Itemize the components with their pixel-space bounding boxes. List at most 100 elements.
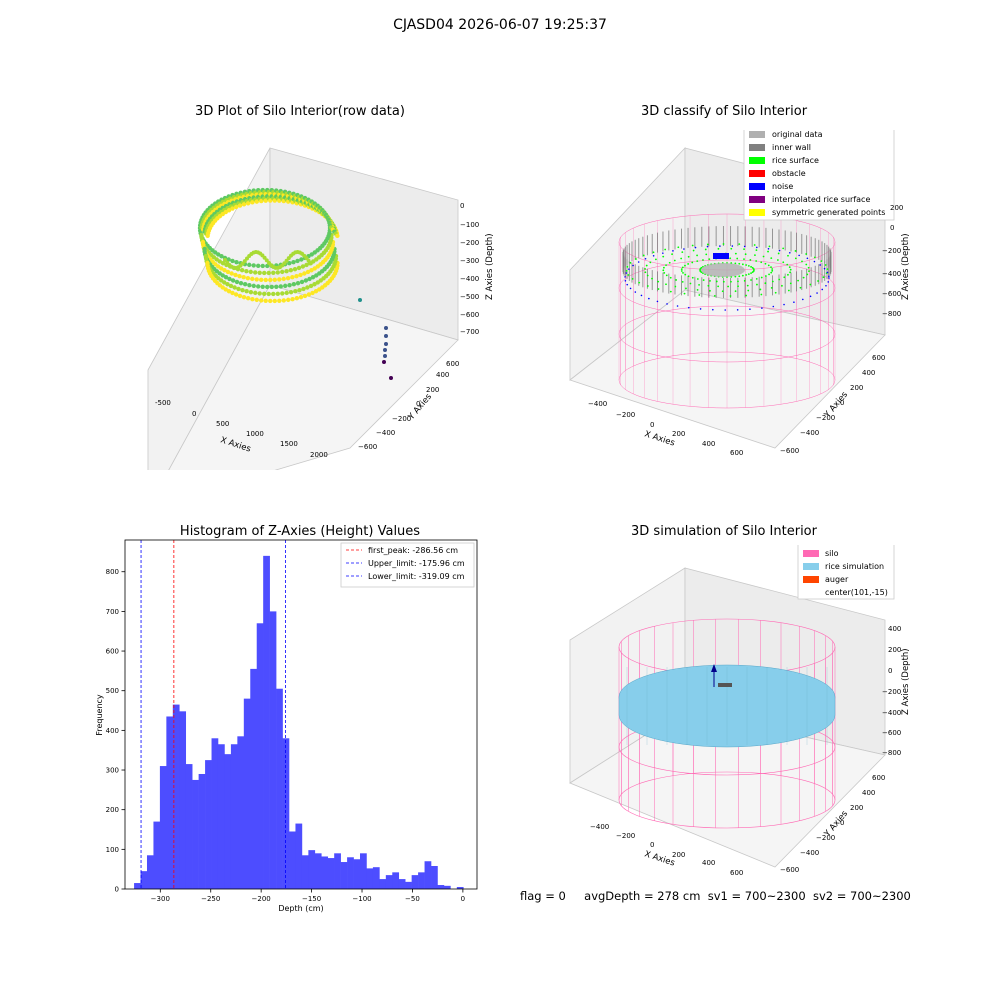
plot4-x-tick: 600	[730, 869, 743, 877]
legend-entry: original data	[772, 130, 823, 139]
raw-point	[233, 272, 238, 278]
rice-surface-point	[644, 267, 646, 270]
plot1-y-tick: −400	[376, 429, 395, 437]
plot2-z-tick: −600	[882, 290, 901, 298]
rice-surface-point	[820, 260, 823, 262]
noise-point	[656, 300, 659, 303]
raw-point	[312, 266, 317, 271]
rice-surface-point	[807, 266, 810, 269]
histogram-bar	[237, 736, 245, 889]
raw-point	[222, 268, 227, 273]
rice-surface-point	[771, 269, 774, 272]
rice-surface-point	[717, 285, 720, 288]
plot4-legend: silo rice simulation auger center(101,-15)	[797, 545, 895, 600]
raw-point	[241, 294, 247, 300]
raw-point	[253, 270, 258, 275]
rice-surface-point	[750, 265, 752, 268]
rice-surface-point	[696, 260, 699, 263]
histogram-bar	[405, 881, 412, 889]
histogram-bar	[353, 859, 361, 889]
rice-surface-point	[705, 253, 708, 256]
plot1-y-label: Y Axies	[406, 392, 434, 423]
rice-surface-point	[644, 271, 647, 274]
rice-surface-point	[755, 249, 758, 252]
y-tick-label: 800	[106, 568, 119, 576]
noise-point	[736, 309, 739, 311]
noise-point	[772, 305, 775, 308]
rice-surface-point	[677, 246, 680, 249]
noise-point	[756, 246, 758, 249]
histogram-bar	[392, 872, 400, 889]
rice-surface-point	[657, 280, 660, 283]
rice-surface-point	[826, 268, 829, 270]
raw-point	[301, 286, 306, 292]
rice-surface-point	[774, 291, 777, 294]
rice-surface-point	[745, 274, 747, 276]
outlier-point	[383, 348, 387, 352]
plot4-z-tick: −400	[882, 709, 901, 717]
rice-surface-point	[730, 280, 732, 283]
raw-point	[284, 258, 289, 263]
raw-point	[278, 284, 283, 289]
raw-point	[298, 272, 303, 278]
noise-point	[625, 272, 628, 274]
plot2-y-tick: 200	[850, 384, 863, 392]
raw-point	[226, 289, 232, 294]
raw-point	[307, 276, 312, 282]
plot4-y-tick: 400	[862, 789, 875, 797]
rice-surface-point	[635, 258, 637, 260]
plot1-z-tick: −100	[460, 221, 479, 229]
rice-surface-point	[771, 280, 774, 283]
y-tick-label: 300	[106, 767, 119, 775]
raw-point	[226, 208, 232, 213]
histogram-bar	[211, 738, 219, 889]
rice-surface-point	[669, 276, 672, 279]
histogram-bar	[192, 779, 199, 889]
histogram-bar	[243, 698, 251, 889]
plot2-y-tick: −600	[780, 447, 799, 455]
figure-title: CJASD04 2026-06-07 19:25:37	[393, 17, 607, 33]
auger-shape	[718, 683, 732, 687]
raw-point	[302, 271, 307, 276]
raw-point	[248, 289, 254, 295]
raw-point	[285, 275, 291, 281]
raw-point	[294, 273, 299, 279]
noise-point	[823, 267, 826, 270]
noise-point	[676, 305, 679, 307]
raw-point	[284, 268, 289, 274]
raw-point	[303, 278, 309, 283]
raw-point	[309, 268, 314, 273]
histogram-bar	[250, 668, 258, 889]
rice-surface-point	[709, 280, 711, 282]
rice-surface-point	[787, 273, 789, 276]
histogram-reference-lines	[140, 540, 286, 889]
histogram-bar	[134, 883, 141, 889]
histogram-bar	[217, 744, 225, 889]
plot1-z-label: Z Axies (Depth)	[485, 233, 495, 300]
raw-point	[240, 287, 245, 293]
raw-point	[317, 287, 322, 292]
raw-point	[241, 275, 246, 280]
rice-surface-point	[665, 274, 668, 277]
rice-surface-point	[747, 273, 750, 276]
rice-surface-point	[729, 257, 732, 260]
histogram-bar	[424, 861, 432, 889]
outlier-point	[384, 326, 388, 330]
noise-point	[637, 261, 640, 263]
histogram-bar	[205, 760, 212, 889]
raw-point	[308, 261, 313, 266]
noise-point	[778, 249, 781, 252]
histogram-bar	[418, 872, 425, 889]
histogram-bar	[360, 853, 367, 889]
raw-point	[272, 298, 277, 304]
plot4-z-tick: 400	[888, 625, 901, 633]
noise-point	[694, 246, 697, 249]
x-axis-label: Depth (cm)	[278, 904, 323, 913]
rice-surface-point	[689, 282, 692, 285]
plot2-z-tick: 200	[890, 204, 903, 212]
raw-point	[271, 270, 276, 275]
noise-point	[628, 268, 630, 270]
legend-swatch	[749, 209, 765, 216]
histogram-bar	[295, 823, 303, 889]
raw-point	[271, 291, 276, 297]
